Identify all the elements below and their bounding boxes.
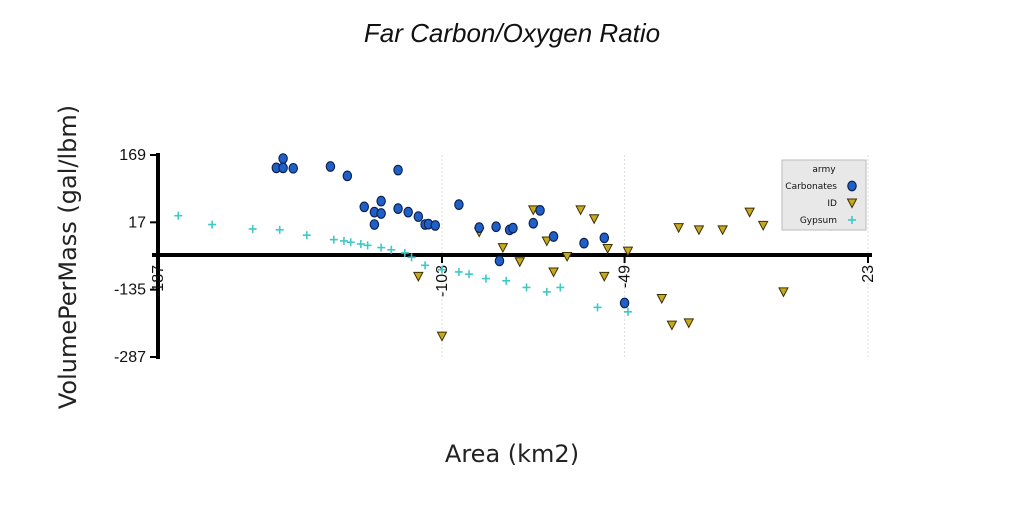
carbonates-point — [548, 231, 559, 242]
carbonates-point — [491, 221, 501, 233]
chart-title: Far Carbon/Oxygen Ratio — [364, 18, 660, 48]
gypsum-point — [346, 238, 355, 247]
legend: army Carbonates ID Gypsum — [781, 159, 867, 231]
carbonates-point — [359, 201, 369, 213]
legend-label-carbonates: Carbonates — [785, 182, 837, 192]
gypsum-point — [438, 265, 446, 274]
gypsum-point — [502, 276, 511, 285]
id-point — [541, 236, 553, 247]
carbonates-point — [403, 206, 413, 218]
gypsum-point — [481, 274, 490, 283]
y-tick-label: 17 — [128, 214, 146, 231]
x-tick-label: -49 — [617, 265, 634, 288]
id-point — [666, 320, 678, 331]
id-point — [497, 243, 509, 254]
gypsum-point — [329, 235, 338, 244]
id-point — [598, 271, 610, 282]
carbonates-point — [474, 222, 484, 233]
carbonates-point — [508, 222, 518, 234]
carbonates-point — [369, 219, 380, 230]
carbonates-point — [494, 255, 505, 267]
id-point — [413, 271, 424, 282]
data-points — [174, 153, 837, 342]
gypsum-point — [421, 261, 430, 270]
id-point — [757, 220, 769, 232]
carbonates-point — [599, 232, 610, 244]
id-point — [561, 251, 573, 263]
legend-label-gypsum: Gypsum — [800, 216, 837, 226]
gypsum-point — [556, 283, 565, 292]
gypsum-point — [542, 287, 551, 296]
legend-label-id: ID — [827, 199, 837, 209]
gypsum-point — [174, 211, 183, 220]
y-axis-label: VolumePerMass (gal/lbm) — [54, 105, 82, 409]
carbonates-point — [393, 164, 403, 176]
gypsum-point — [363, 241, 372, 250]
gypsum-point — [356, 240, 365, 249]
gypsum-point — [454, 267, 463, 276]
carbonates-point — [528, 217, 539, 229]
x-tick-label: -187 — [150, 265, 167, 297]
gypsum-point — [522, 283, 531, 292]
axes — [150, 153, 872, 359]
id-point — [693, 225, 705, 236]
carbonates-point — [393, 203, 403, 214]
id-point — [548, 267, 559, 278]
legend-marker-carbonates — [847, 180, 857, 192]
x-tick-label: 23 — [860, 265, 877, 283]
carbonates-point — [579, 237, 589, 249]
gypsum-point — [302, 231, 311, 240]
legend-marker-gypsum — [848, 216, 856, 224]
id-point — [656, 294, 668, 305]
carbonates-point — [278, 153, 288, 164]
id-point — [436, 331, 448, 342]
id-point — [778, 287, 789, 298]
carbonates-point — [376, 208, 386, 219]
id-point — [744, 207, 755, 218]
legend-title: army — [812, 165, 836, 175]
carbonates-point — [278, 162, 288, 174]
y-tick-label: -287 — [114, 349, 146, 366]
id-point — [717, 225, 728, 236]
carbonates-point — [535, 205, 545, 216]
legend-marker-id — [846, 198, 858, 209]
x-axis-label: Area (km2) — [445, 440, 579, 468]
id-point — [575, 205, 586, 216]
carbonates-point — [376, 195, 386, 207]
id-point — [514, 257, 526, 268]
y-tick-label: -135 — [114, 282, 146, 299]
gypsum-point — [387, 245, 396, 254]
x-tick-label: -103 — [434, 265, 451, 297]
gypsum-point — [623, 307, 632, 316]
id-point — [673, 223, 684, 234]
id-point — [602, 243, 613, 255]
id-point — [622, 246, 634, 257]
gypsum-point — [400, 248, 409, 257]
gypsum-point — [377, 243, 386, 252]
carbonates-point — [342, 170, 353, 182]
gypsum-point — [248, 224, 257, 233]
carbonates-point — [325, 161, 336, 172]
carbonates-point — [430, 220, 440, 231]
gypsum-point — [407, 253, 416, 262]
id-point — [683, 318, 695, 329]
carbonates-point — [413, 211, 424, 222]
gypsum-point — [465, 270, 474, 279]
gypsum-point — [208, 220, 217, 229]
gypsum-point — [275, 225, 284, 234]
gypsum-point — [593, 303, 602, 312]
carbonates-point — [454, 199, 464, 210]
carbonates-point — [619, 297, 630, 309]
tick-labels: 169 17 -135 -287 -187 -103 -49 23 — [114, 147, 877, 366]
id-point — [588, 214, 600, 225]
carbonates-point — [288, 162, 298, 174]
y-tick-label: 169 — [119, 147, 146, 164]
gypsum-point — [339, 236, 348, 245]
